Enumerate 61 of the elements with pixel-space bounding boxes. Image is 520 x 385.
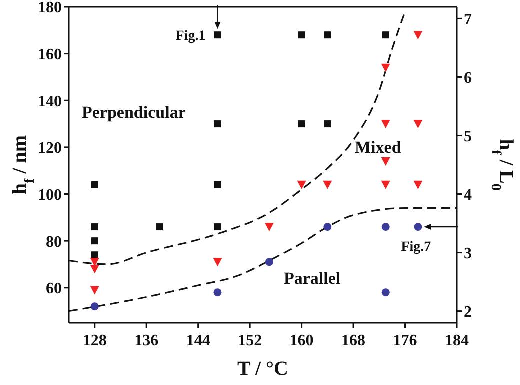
x-tick-label: 136 [134,332,159,350]
point [297,180,306,190]
point [382,32,390,39]
y-tick-label: 100 [38,186,62,204]
annotation: Perpendicular [82,103,186,122]
point [265,258,274,266]
y-tick-label: 120 [38,140,62,158]
point [90,286,100,295]
y-tick-label: 60 [46,280,62,298]
point [264,223,274,232]
x-tick-label: 168 [342,332,366,350]
y2-tick-label: 3 [464,245,472,262]
point [91,238,98,245]
y2-tick-label: 5 [464,128,472,146]
point [382,288,390,297]
x-tick-label: 176 [393,332,418,350]
y-tick-label: 80 [46,234,62,251]
point [382,223,390,232]
point [414,180,423,190]
point [414,223,422,232]
annotation: Mixed [355,138,402,157]
point [381,157,390,166]
point [381,120,390,129]
point [91,181,98,188]
x-tick-label: 144 [186,332,210,350]
point [214,181,222,188]
annotation: Fig.1 [176,29,206,44]
x-tick-label: 184 [445,332,469,350]
point [214,288,222,297]
point [214,224,222,231]
y2-tick-label: 2 [464,304,472,321]
annotation: Fig.7 [401,240,432,256]
point [414,120,423,129]
point [324,223,332,232]
x-tick-label: 128 [82,332,107,350]
point [414,31,423,40]
x-tick-label: 160 [290,332,314,350]
point [323,180,332,190]
point [90,302,99,311]
y-tick-label: 180 [38,0,62,17]
annotation: Parallel [284,269,341,288]
point [91,224,98,231]
point [298,32,306,39]
point [381,64,390,72]
point [90,265,100,274]
point [156,224,164,231]
point [214,32,222,39]
point [213,258,222,267]
point [381,180,390,190]
point [324,32,332,39]
point [91,252,98,259]
point [298,120,306,128]
y2-tick-label: 4 [464,186,472,204]
point [324,120,332,128]
y2-tick-label: 7 [464,11,472,28]
y-tick-label: 140 [38,93,62,110]
x-tick-label: 152 [238,332,262,350]
y2-tick-label: 6 [464,70,472,87]
point [214,120,222,128]
y-tick-label: 160 [38,46,62,64]
x-axis-title: T / °C [238,358,288,380]
